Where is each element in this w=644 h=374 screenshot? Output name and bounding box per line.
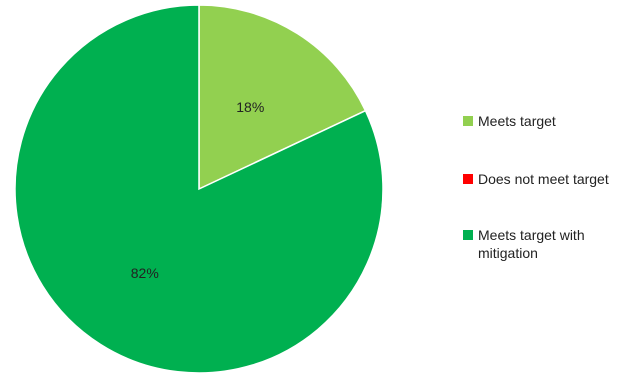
- data-label-meets-target-with-mitigation: 82%: [131, 265, 159, 281]
- legend-swatch-meets-target-with-mitigation: [463, 230, 473, 240]
- legend-item-meets-target-with-mitigation: Meets target with mitigation: [463, 226, 608, 262]
- data-label-meets-target: 18%: [236, 99, 264, 115]
- legend-item-meets-target: Meets target: [463, 112, 628, 130]
- legend-label-meets-target: Meets target: [478, 113, 556, 129]
- pie-slice-meets-target: [198, 4, 367, 191]
- legend-item-does-not-meet-target: Does not meet target: [463, 170, 644, 188]
- legend-swatch-meets-target: [463, 116, 473, 126]
- legend-label-meets-target-with-mitigation: Meets target with mitigation: [478, 227, 585, 261]
- legend-label-does-not-meet-target: Does not meet target: [478, 171, 609, 187]
- pie-slice-meets-target-with-mitigation: [14, 4, 384, 374]
- legend-swatch-does-not-meet-target: [463, 174, 473, 184]
